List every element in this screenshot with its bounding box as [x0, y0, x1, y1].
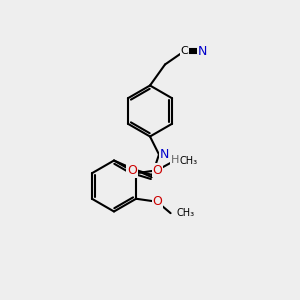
Text: N: N — [198, 44, 207, 58]
Text: N: N — [160, 148, 169, 161]
Text: O: O — [152, 195, 162, 208]
Text: CH₃: CH₃ — [177, 208, 195, 218]
Text: C: C — [181, 46, 188, 56]
Text: CH₃: CH₃ — [180, 156, 198, 166]
Text: H: H — [170, 155, 179, 165]
Text: O: O — [152, 164, 162, 177]
Text: O: O — [127, 164, 137, 178]
